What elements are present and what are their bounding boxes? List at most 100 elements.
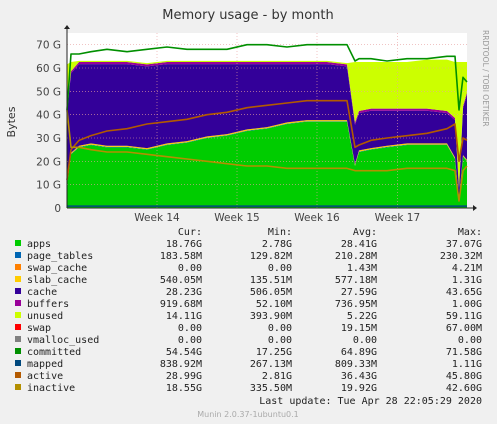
- legend-swatch: [15, 264, 21, 270]
- y-tick-label: 40 G: [36, 110, 61, 122]
- x-tick-label: Week 15: [214, 212, 259, 224]
- x-axis-arrow: [473, 205, 477, 211]
- legend-value: 19.92G: [341, 383, 377, 394]
- legend-value: 0.00: [268, 323, 292, 334]
- legend-value: 17.25G: [256, 347, 292, 358]
- legend-value: 1.31G: [452, 275, 482, 286]
- legend-value: 2.78G: [262, 239, 292, 250]
- legend-value: 393.90M: [250, 311, 292, 322]
- legend-swatch: [15, 336, 21, 342]
- legend-name: unused: [27, 311, 63, 322]
- legend-value: 4.21M: [452, 263, 482, 274]
- legend-value: 230.32M: [440, 251, 482, 262]
- legend-value: 36.43G: [341, 371, 377, 382]
- area-unused: [67, 59, 467, 188]
- legend-name: mapped: [27, 359, 63, 370]
- x-tick-label: Week 16: [294, 212, 340, 224]
- legend-value: 64.89G: [341, 347, 377, 358]
- legend-value: 1.00G: [452, 299, 482, 310]
- legend-swatch: [15, 300, 21, 306]
- legend-value: 67.00M: [446, 323, 482, 334]
- legend-header: Avg:: [353, 227, 377, 238]
- y-tick-label: 50 G: [36, 86, 61, 98]
- y-tick-label: 60 G: [36, 63, 61, 75]
- legend-value: 135.51M: [250, 275, 292, 286]
- legend-value: 0.00: [268, 335, 292, 346]
- line-active: [66, 99, 468, 181]
- legend-swatch: [15, 276, 21, 282]
- legend-value: 14.11G: [166, 311, 202, 322]
- y-tick-label: 20 G: [36, 156, 61, 168]
- legend-value: 267.13M: [250, 359, 292, 370]
- area-apps: [67, 121, 467, 208]
- legend-value: 2.81G: [262, 371, 292, 382]
- last-update: Last update: Tue Apr 28 22:05:29 2020: [259, 396, 482, 407]
- legend-name: swap: [27, 323, 51, 334]
- legend-swatch: [15, 324, 21, 330]
- legend-name: apps: [27, 239, 51, 250]
- legend-value: 0.00: [178, 263, 202, 274]
- legend-name: page_tables: [27, 251, 93, 262]
- legend-swatch: [15, 360, 21, 366]
- legend-swatch: [15, 372, 21, 378]
- legend-name: slab_cache: [27, 275, 87, 286]
- area-cache: [67, 64, 467, 200]
- legend-value: 59.11G: [446, 311, 482, 322]
- y-tick-label: 0: [54, 203, 61, 215]
- legend-name: committed: [27, 347, 81, 358]
- y-tick-label: 70 G: [36, 40, 61, 52]
- legend-value: 838.92M: [160, 359, 202, 370]
- y-tick-label: 30 G: [36, 133, 61, 145]
- legend-value: 18.76G: [166, 239, 202, 250]
- legend-value: 506.05M: [250, 287, 292, 298]
- legend-value: 129.82M: [250, 251, 292, 262]
- legend-value: 0.00: [178, 323, 202, 334]
- legend-value: 335.50M: [250, 383, 292, 394]
- legend-name: buffers: [27, 299, 69, 310]
- legend-swatch: [15, 288, 21, 294]
- line-inactive: [66, 109, 468, 202]
- legend-value: 1.43M: [347, 263, 377, 274]
- legend-value: 0.00: [458, 335, 482, 346]
- legend-value: 919.68M: [160, 299, 202, 310]
- legend-swatch: [15, 348, 21, 354]
- legend-value: 183.58M: [160, 251, 202, 262]
- footer-version: Munin 2.0.37-1ubuntu0.1: [197, 410, 299, 419]
- legend-value: 54.54G: [166, 347, 202, 358]
- legend-value: 19.15M: [341, 323, 377, 334]
- legend-value: 736.95M: [335, 299, 377, 310]
- legend-value: 45.80G: [446, 371, 482, 382]
- x-tick-label: Week 17: [375, 212, 420, 224]
- y-axis-label: Bytes: [5, 106, 18, 137]
- legend-header: Cur:: [178, 227, 202, 238]
- legend-value: 43.65G: [446, 287, 482, 298]
- legend-value: 0.00: [178, 335, 202, 346]
- legend-name: cache: [27, 287, 57, 298]
- legend-name: active: [27, 371, 63, 382]
- legend-value: 809.33M: [335, 359, 377, 370]
- legend-swatch: [15, 384, 21, 390]
- legend-value: 0.00: [353, 335, 377, 346]
- watermark: RRDTOOL / TOBI OETIKER: [481, 30, 490, 127]
- legend-value: 210.28M: [335, 251, 377, 262]
- legend-value: 577.18M: [335, 275, 377, 286]
- chart-title: Memory usage - by month: [162, 8, 333, 23]
- legend-swatch: [15, 252, 21, 258]
- legend-swatch: [15, 312, 21, 318]
- legend-value: 28.23G: [166, 287, 202, 298]
- legend-value: 52.10M: [256, 299, 292, 310]
- legend-value: 540.05M: [160, 275, 202, 286]
- legend-value: 42.60G: [446, 383, 482, 394]
- legend-value: 37.07G: [446, 239, 482, 250]
- legend-name: swap_cache: [27, 263, 87, 274]
- legend-header: Min:: [268, 227, 292, 238]
- legend-value: 1.11G: [452, 359, 482, 370]
- legend-header: Max:: [458, 227, 482, 238]
- x-tick-label: Week 14: [134, 212, 180, 224]
- legend-value: 27.59G: [341, 287, 377, 298]
- y-axis-arrow: [64, 25, 70, 29]
- legend-name: inactive: [27, 383, 75, 394]
- legend-value: 18.55G: [166, 383, 202, 394]
